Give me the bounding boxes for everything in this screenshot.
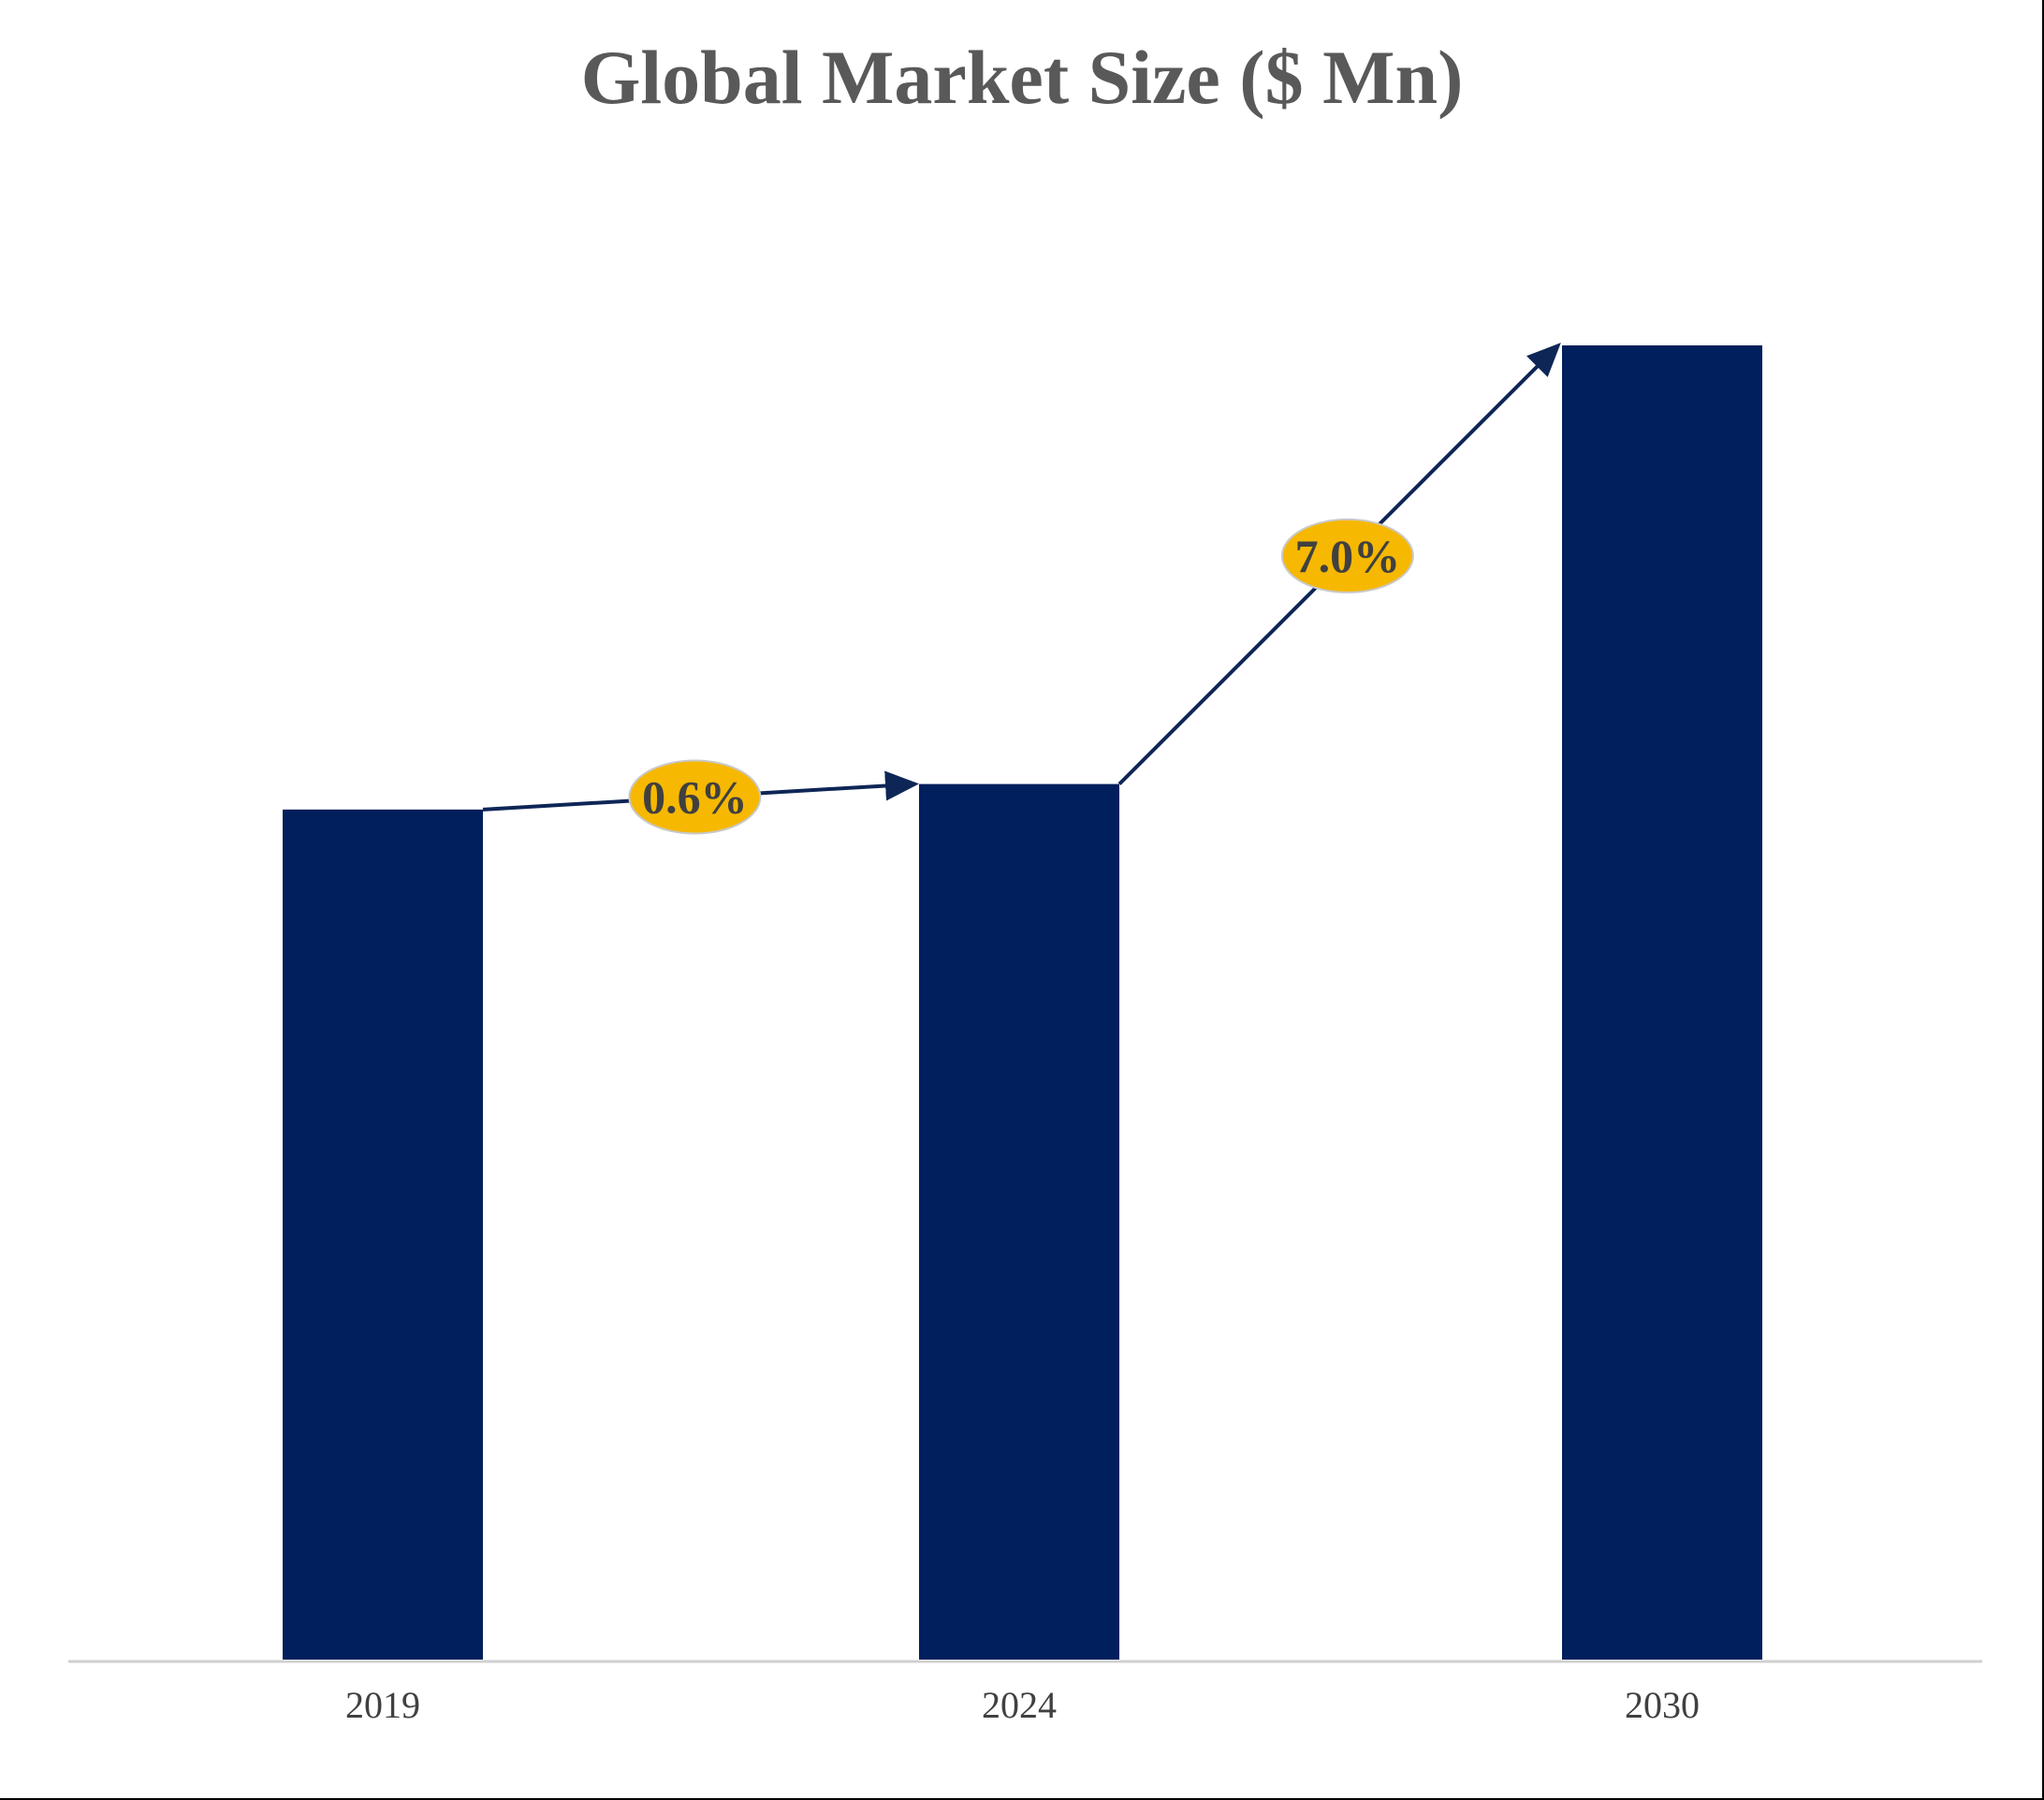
cagr-label-2019-2024: 0.6% [642,771,748,824]
x-tick-label-2030: 2030 [1625,1684,1700,1726]
chart-title: Global Market Size ($ Mn) [580,35,1464,120]
cagr-badge-2024-2030 [1280,518,1414,593]
bar-2030 [1562,345,1762,1660]
x-tick-label-2019: 2019 [345,1684,420,1726]
bar-2024 [919,783,1119,1660]
growth-badges: 0.6% 7.0% [628,518,1414,835]
bar-2019 [283,809,483,1660]
x-tick-labels: 2019 2024 2030 [345,1684,1700,1726]
x-tick-label-2024: 2024 [982,1684,1057,1726]
cagr-badge-2019-2024 [628,759,762,835]
bars-layer [283,345,1762,1660]
cagr-label-2024-2030: 7.0% [1295,530,1401,582]
